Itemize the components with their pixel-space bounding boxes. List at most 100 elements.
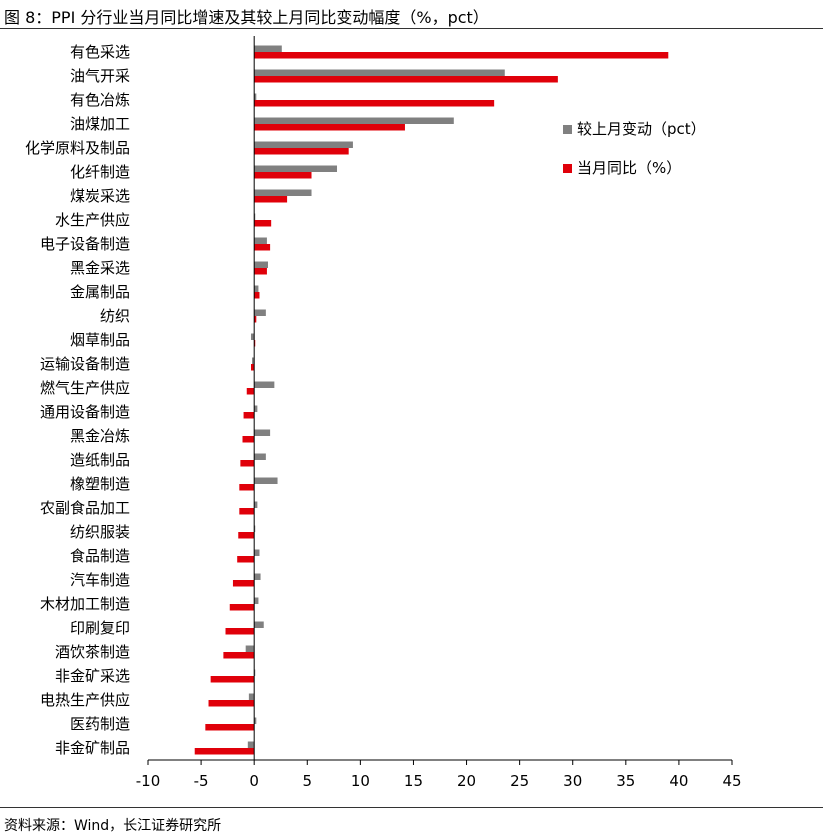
category-label: 印刷复印 <box>70 619 130 637</box>
bar-change <box>254 501 258 508</box>
category-label: 黑金采选 <box>70 259 130 277</box>
x-tick-label: 25 <box>510 772 529 790</box>
bar-change <box>254 525 256 532</box>
category-label: 油气开采 <box>70 67 130 85</box>
x-tick-label: 10 <box>351 772 370 790</box>
bar-change <box>254 621 264 628</box>
bar-yoy <box>239 484 255 491</box>
bar-change <box>245 645 255 652</box>
bar-change <box>254 45 282 52</box>
category-label: 有色采选 <box>70 43 130 61</box>
category-label: 有色冶炼 <box>70 91 130 109</box>
category-label: 纺织服装 <box>70 523 130 541</box>
legend-item-yoy: 当月同比（%） <box>563 157 681 178</box>
category-label: 造纸制品 <box>70 451 130 469</box>
bar-change <box>248 693 255 700</box>
bar-yoy <box>238 532 255 539</box>
bar-yoy <box>254 292 260 299</box>
legend-item-change: 较上月变动（pct） <box>563 118 706 139</box>
bar-yoy <box>240 460 255 467</box>
category-label: 电热生产供应 <box>40 691 130 709</box>
x-tick-label: 45 <box>722 772 741 790</box>
bar-change <box>254 597 259 604</box>
bar-change <box>254 477 278 484</box>
category-label: 非金矿制品 <box>55 739 130 757</box>
bar-yoy <box>254 220 272 227</box>
bar-yoy <box>229 604 255 611</box>
x-tick-label: -5 <box>194 772 209 790</box>
x-tick-label: -10 <box>136 772 161 790</box>
bar-change <box>254 213 256 220</box>
bar-yoy <box>254 196 288 203</box>
x-tick-label: 15 <box>404 772 423 790</box>
bar-yoy <box>205 724 255 731</box>
bar-change <box>254 189 312 196</box>
category-label: 橡塑制造 <box>70 475 130 493</box>
bar-change <box>254 237 267 244</box>
x-tick-label: 20 <box>457 772 476 790</box>
bar-change <box>250 333 255 340</box>
bar-yoy <box>254 100 495 107</box>
bar-change <box>254 381 275 388</box>
bar-change <box>254 93 257 100</box>
bar-change <box>254 165 338 172</box>
bar-yoy <box>225 628 255 635</box>
x-tick-label: 30 <box>563 772 582 790</box>
x-tick-label: 0 <box>249 772 259 790</box>
bar-yoy <box>254 76 558 83</box>
bar-change <box>254 549 260 556</box>
bar-yoy <box>254 244 271 251</box>
category-label: 烟草制品 <box>70 331 130 349</box>
category-label: 汽车制造 <box>70 571 130 589</box>
category-label: 非金矿采选 <box>55 667 130 685</box>
category-label: 煤炭采选 <box>70 187 130 205</box>
bar-change <box>254 453 266 460</box>
bar-change <box>254 429 271 436</box>
source-divider <box>0 807 823 808</box>
bar-change <box>254 141 353 148</box>
bar-change <box>252 357 255 364</box>
category-label: 金属制品 <box>70 283 130 301</box>
category-label: 通用设备制造 <box>40 403 130 421</box>
bar-change <box>254 573 261 580</box>
figure-source: 资料来源：Wind，长江证券研究所 <box>4 818 222 834</box>
bar-yoy <box>246 388 255 395</box>
bar-change <box>254 405 258 412</box>
labels-layer: 有色采选油气开采有色冶炼油煤加工化学原料及制品化纤制造煤炭采选水生产供应电子设备… <box>25 43 742 790</box>
bar-yoy <box>250 364 255 371</box>
legend-swatch-yoy <box>563 164 572 173</box>
bar-change <box>254 69 505 76</box>
category-label: 食品制造 <box>70 547 130 565</box>
bar-yoy <box>254 268 267 275</box>
title-divider <box>0 28 823 29</box>
bar-yoy <box>208 700 255 707</box>
bar-yoy <box>254 124 405 131</box>
bar-yoy <box>242 436 255 443</box>
bar-change <box>247 741 255 748</box>
bar-yoy <box>254 340 256 347</box>
category-label: 运输设备制造 <box>40 355 130 373</box>
category-label: 农副食品加工 <box>40 499 130 517</box>
bar-change <box>254 261 268 268</box>
x-tick-label: 35 <box>616 772 635 790</box>
category-label: 燃气生产供应 <box>40 379 130 397</box>
bar-yoy <box>243 412 255 419</box>
x-tick-label: 5 <box>302 772 312 790</box>
legend-label-change: 较上月变动（pct） <box>577 120 706 138</box>
x-tick-label: 40 <box>669 772 688 790</box>
bar-yoy <box>254 148 349 155</box>
bar-yoy <box>254 52 669 59</box>
axes-layer <box>147 36 733 765</box>
category-label: 酒饮茶制造 <box>55 643 130 661</box>
category-label: 电子设备制造 <box>40 235 130 253</box>
bar-yoy <box>237 556 255 563</box>
bars-layer <box>194 45 669 755</box>
bar-yoy <box>232 580 255 587</box>
category-label: 水生产供应 <box>55 211 130 229</box>
category-label: 油煤加工 <box>70 115 130 133</box>
category-label: 化纤制造 <box>70 163 130 181</box>
category-label: 医药制造 <box>70 715 130 733</box>
bar-yoy <box>254 172 312 179</box>
bar-yoy <box>239 508 255 515</box>
